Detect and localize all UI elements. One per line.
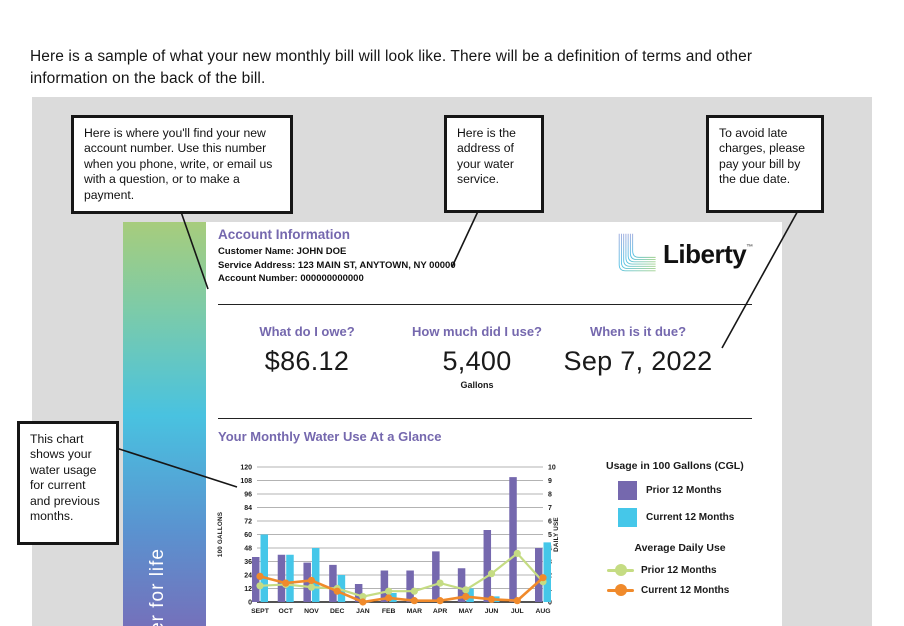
divider-top [218,304,752,305]
current-months-label: Current 12 Months [646,512,735,523]
svg-text:DEC: DEC [330,608,344,615]
svg-text:10: 10 [548,465,556,472]
svg-text:DAILY USE: DAILY USE [553,517,560,552]
customer-name-label: Customer Name: [218,246,295,257]
legend-item-prior-line: Prior 12 Months [607,564,777,576]
customer-name-value: JOHN DOE [296,246,347,257]
current-months-swatch [618,508,637,527]
svg-text:96: 96 [244,492,252,499]
svg-text:5: 5 [548,532,552,539]
callout-usage-chart: This chart shows your water usage for cu… [17,421,119,545]
liberty-logo-icon [618,233,656,272]
chart-legend: Usage in 100 Gallons (CGL) Prior 12 Mont… [605,460,777,604]
svg-text:120: 120 [240,465,252,472]
svg-text:MAY: MAY [459,608,474,615]
callout-due-date: To avoid late charges, please pay your b… [706,115,824,213]
bill-preview: Water for life Account Information Custo… [123,222,782,626]
account-number-value: 000000000000 [300,273,364,284]
svg-text:8: 8 [548,492,552,499]
liberty-logo: Liberty™ [615,230,753,278]
chart-title: Your Monthly Water Use At a Glance [218,429,442,444]
prior-months-swatch [618,481,637,500]
svg-text:NOV: NOV [304,608,319,615]
svg-text:FEB: FEB [382,608,396,615]
account-number-row: Account Number: 000000000000 [218,272,456,286]
amount-due-question: What do I owe? [259,324,355,339]
svg-text:108: 108 [240,478,252,485]
divider-bottom [218,418,752,419]
svg-text:SEPT: SEPT [251,608,270,615]
svg-text:AUG: AUG [535,608,550,615]
svg-text:84: 84 [244,505,252,512]
due-date-question: When is it due? [589,324,687,339]
due-date-value: Sep 7, 2022 [563,346,713,376]
account-information-heading: Account Information [218,227,350,242]
summary-due-date: When is it due? Sep 7, 2022 [553,324,723,391]
gray-panel: Water for life Account Information Custo… [17,97,872,626]
svg-text:9: 9 [548,478,552,485]
prior-line-label: Prior 12 Months [641,564,717,576]
usage-question: How much did I use? [411,324,542,339]
svg-text:60: 60 [244,532,252,539]
prior-line-marker [607,564,634,576]
svg-text:48: 48 [244,546,252,553]
svg-text:JAN: JAN [356,608,370,615]
legend-item-current-line: Current 12 Months [607,584,777,596]
service-address-value: 123 MAIN ST, ANYTOWN, NY 00000 [297,259,456,271]
svg-text:24: 24 [244,573,252,580]
usage-unit: Gallons [460,380,494,390]
service-address-row: Service Address: 123 MAIN ST, ANYTOWN, N… [218,259,456,273]
svg-text:36: 36 [244,559,252,566]
callout-account-number: Here is where you'll find your new accou… [71,115,293,214]
trademark-symbol: ™ [746,243,753,251]
account-fields: Customer Name: JOHN DOE Service Address:… [218,245,456,286]
account-number-label: Account Number: [218,273,298,284]
liberty-wordmark: Liberty™ [663,238,753,269]
svg-text:APR: APR [433,608,447,615]
legend-item-prior-bars: Prior 12 Months [618,481,777,500]
amount-due-value: $86.12 [264,346,350,376]
svg-text:0: 0 [548,600,552,607]
svg-text:72: 72 [244,519,252,526]
svg-text:7: 7 [548,505,552,512]
svg-text:12: 12 [244,586,252,593]
current-line-label: Current 12 Months [641,584,730,596]
svg-text:OCT: OCT [279,608,294,615]
svg-text:0: 0 [248,600,252,607]
summary-usage: How much did I use? 5,400 Gallons [392,324,562,391]
legend-item-current-bars: Current 12 Months [618,508,777,527]
prior-months-label: Prior 12 Months [646,485,722,496]
customer-name-row: Customer Name: JOHN DOE [218,245,456,259]
due-date-unit [553,380,723,391]
legend-daily-title: Average Daily Use [634,542,726,554]
summary-amount-due: What do I owe? $86.12 [222,324,392,391]
svg-text:MAR: MAR [407,608,423,615]
usage-chart: 01224364860728496108120012345678910100 G… [217,465,560,615]
svg-text:100 GALLONS: 100 GALLONS [217,512,224,557]
callout-service-address: Here is the address of your water servic… [444,115,544,213]
svg-text:JUN: JUN [485,608,499,615]
legend-usage-title: Usage in 100 Gallons (CGL) [606,460,744,472]
current-line-marker [607,584,634,596]
strip-tagline: Water for life [147,548,168,626]
intro-text: Here is a sample of what your new monthl… [30,47,753,87]
usage-value: 5,400 [442,346,512,376]
svg-text:JUL: JUL [511,608,524,615]
amount-due-unit [222,380,392,391]
svg-text:6: 6 [548,519,552,526]
brand-gradient-strip: Water for life [123,222,206,626]
service-address-label: Service Address: [218,259,296,271]
